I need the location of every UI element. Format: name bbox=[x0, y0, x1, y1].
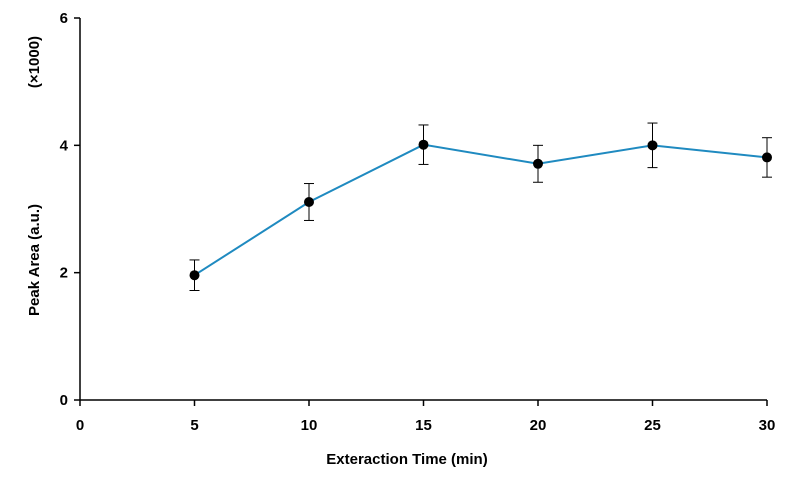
series-line bbox=[193, 143, 768, 277]
data-point bbox=[533, 158, 543, 169]
y-tick-label: 4 bbox=[60, 137, 69, 154]
y-axis-label: Peak Area (a.u.) bbox=[26, 204, 43, 316]
data-point bbox=[418, 139, 429, 150]
y-tick-label: 6 bbox=[60, 10, 68, 27]
x-tick-label: 30 bbox=[759, 417, 776, 434]
x-tick-label: 20 bbox=[530, 417, 547, 434]
data-point bbox=[647, 140, 658, 151]
x-tick-label: 25 bbox=[644, 417, 661, 434]
x-tick-label: 15 bbox=[415, 417, 432, 434]
x-tick-label: 10 bbox=[301, 417, 318, 434]
data-point bbox=[304, 196, 314, 207]
y-tick-label: 2 bbox=[60, 265, 68, 282]
y-scale-note: (×1000) bbox=[26, 36, 43, 88]
data-point bbox=[762, 152, 772, 163]
data-markers bbox=[189, 139, 772, 281]
x-ticks: 0 5 10 15 20 25 30 bbox=[76, 400, 776, 434]
data-point bbox=[189, 270, 200, 281]
x-tick-label: 0 bbox=[76, 417, 84, 434]
x-tick-label: 5 bbox=[190, 417, 198, 434]
y-tick-label: 0 bbox=[60, 392, 68, 409]
y-ticks: 0 2 4 6 bbox=[60, 10, 80, 409]
x-axis-label: Exteraction Time (min) bbox=[326, 451, 487, 468]
